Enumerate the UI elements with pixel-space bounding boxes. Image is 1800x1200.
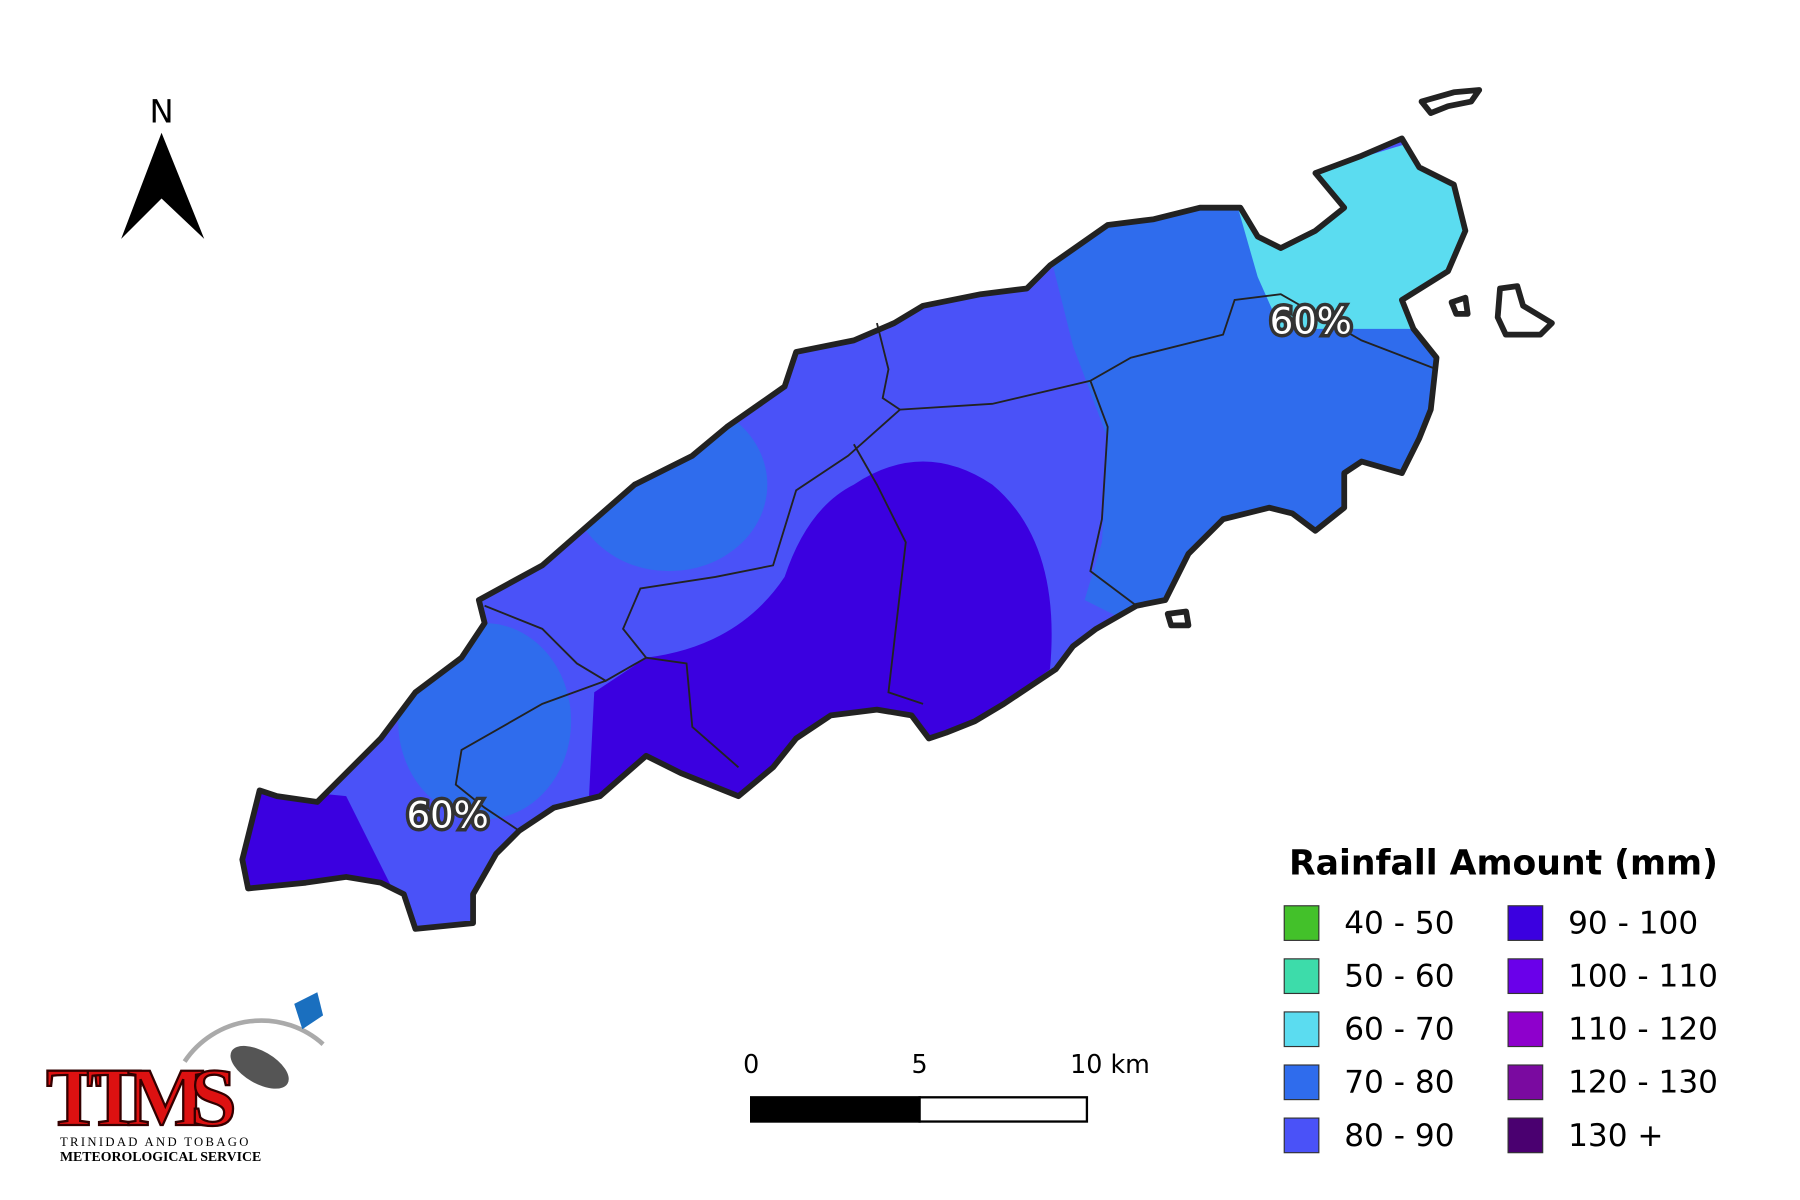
north-arrow: N — [121, 92, 205, 239]
scale-segment — [750, 1096, 921, 1123]
north-arrow-shape — [121, 132, 205, 239]
logo-name: TTMS — [46, 1051, 236, 1143]
islet — [1448, 294, 1471, 317]
legend-swatch — [1283, 905, 1320, 941]
zone — [588, 461, 1052, 808]
north-label: N — [149, 92, 173, 130]
legend-swatch — [1283, 958, 1320, 995]
legend: Rainfall Amount (mm) 40 - 50 50 - 60 60 - … — [1283, 844, 1718, 1154]
legend-label: 100 - 110 — [1568, 959, 1718, 995]
legend-swatch — [1507, 1117, 1544, 1154]
zone — [398, 623, 572, 820]
islet — [1494, 283, 1555, 338]
legend-label: 130 + — [1568, 1118, 1663, 1154]
logo-island — [294, 992, 324, 1030]
legend-label: 90 - 100 — [1568, 905, 1698, 941]
islet — [1418, 87, 1483, 116]
legend-label: 120 - 130 — [1568, 1065, 1718, 1101]
scale-segment — [918, 1096, 1089, 1123]
islet — [1164, 608, 1192, 629]
logo-dish — [230, 1045, 289, 1089]
legend-label: 60 - 70 — [1344, 1012, 1454, 1048]
legend-swatch — [1507, 1011, 1544, 1048]
legend-swatch — [1283, 1117, 1320, 1154]
annotation: 60% — [1270, 300, 1352, 343]
logo: TTMS TRINIDAD AND TOBAGO METEOROLOGICAL … — [45, 992, 325, 1164]
legend-label: 110 - 120 — [1568, 1012, 1718, 1048]
legend-swatch — [1283, 1064, 1320, 1101]
district-boundaries — [454, 293, 1437, 832]
legend-swatch — [1507, 958, 1544, 995]
scale-bar: 0 5 10 km — [743, 1049, 1150, 1123]
legend-label: 80 - 90 — [1344, 1118, 1454, 1154]
legend-swatch — [1283, 1011, 1320, 1048]
logo-line: TRINIDAD AND TOBAGO — [60, 1135, 251, 1149]
legend-label: 70 - 80 — [1344, 1065, 1454, 1101]
logo-arc — [182, 1018, 325, 1063]
scale-label: 10 km — [1070, 1049, 1150, 1079]
annotation: 60% — [407, 793, 489, 836]
logo-line: METEOROLOGICAL SERVICE — [60, 1149, 261, 1164]
scale-label: 5 — [912, 1049, 928, 1079]
legend-label: 50 - 60 — [1344, 959, 1454, 995]
legend-swatch — [1507, 905, 1544, 941]
legend-title: Rainfall Amount (mm) — [1289, 844, 1718, 884]
scale-label: 0 — [743, 1049, 759, 1079]
legend-label: 40 - 50 — [1344, 905, 1454, 941]
legend-swatch — [1507, 1064, 1544, 1101]
zone — [571, 398, 768, 572]
